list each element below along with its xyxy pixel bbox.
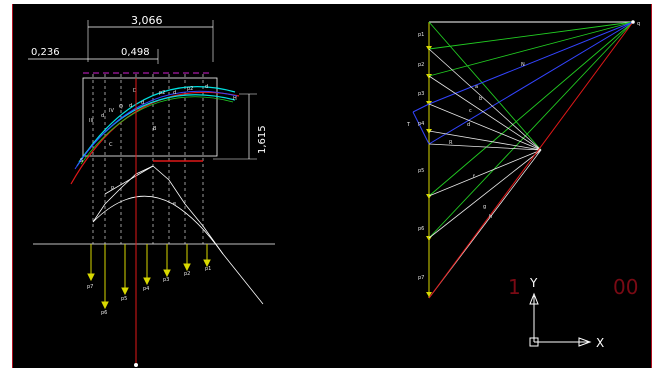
svg-text:c: c: [469, 108, 472, 114]
polygon-label-t: T: [406, 122, 411, 128]
dimension-rise-text: 1,615: [257, 125, 268, 154]
ucs-x-label: X: [596, 336, 604, 350]
dimension-left-offset-text: 0,236: [31, 47, 60, 58]
svg-text:d: d: [205, 84, 208, 90]
svg-text:a: a: [475, 84, 478, 90]
faint-text-left: 1: [508, 275, 521, 299]
svg-text:p5: p5: [418, 168, 424, 174]
svg-text:f: f: [473, 174, 475, 180]
funicular-label-p: P: [111, 186, 114, 192]
polygon-load-labels: p1 p2 p3 p4 p5 p6 p7: [418, 32, 424, 281]
svg-text:d: d: [173, 90, 176, 96]
polygon-label-r: R: [449, 140, 453, 146]
svg-text:IV: IV: [109, 108, 114, 114]
svg-text:h: h: [489, 214, 492, 220]
ucs-icon: Y X: [529, 276, 604, 350]
white-rays: [428, 48, 542, 299]
svg-text:d: d: [101, 113, 104, 119]
arch-frame: [82, 77, 218, 157]
blue-rays: [412, 21, 634, 145]
thrust-line-red: [70, 91, 240, 185]
red-closing-ray: [428, 21, 634, 299]
drawing-canvas[interactable]: 3,066 0,236 0,498: [13, 4, 652, 368]
force-label-p2: p2: [184, 271, 190, 277]
svg-text:C: C: [109, 142, 113, 148]
force-label-p3: p3: [163, 277, 169, 283]
force-label-p1: p1: [205, 266, 211, 272]
svg-text:p2: p2: [159, 90, 165, 96]
arch-centerline: [74, 90, 238, 170]
faint-text-right: 00: [613, 275, 638, 299]
arch-node-labels: S III d IV Q d d p2 d p2 d H D B C: [80, 84, 237, 164]
arch-green-line: [80, 96, 234, 165]
svg-text:b: b: [479, 96, 482, 102]
svg-text:g: g: [483, 204, 486, 210]
svg-text:D: D: [133, 88, 137, 94]
pole-point: [631, 20, 635, 24]
dimension-span-text: 0,498: [121, 47, 150, 58]
force-labels: p7 p6 p5 p4 p3 p2 p1: [87, 266, 211, 316]
force-arrows: [87, 244, 211, 310]
svg-text:Q: Q: [119, 104, 123, 110]
dimension-offsets: 0,236 0,498: [28, 47, 159, 64]
arch-intrados: [78, 94, 236, 163]
svg-text:d: d: [467, 122, 470, 128]
svg-text:p7: p7: [418, 275, 424, 281]
axis-end-point: [134, 363, 138, 367]
force-label-p5: p5: [121, 296, 127, 302]
svg-text:p4: p4: [418, 121, 424, 127]
svg-text:B: B: [153, 126, 157, 132]
svg-text:H: H: [233, 96, 237, 102]
ucs-y-label: Y: [529, 276, 538, 290]
pole-label-q: q: [637, 21, 640, 27]
svg-text:p6: p6: [418, 226, 424, 232]
force-label-p4: p4: [143, 286, 149, 292]
svg-text:p2: p2: [187, 86, 193, 92]
load-lines: [92, 74, 204, 244]
polygon-ray-labels: a b c d f g h: [467, 84, 492, 220]
funicular-label-e: e: [173, 201, 176, 207]
svg-text:S: S: [80, 158, 83, 164]
svg-text:p2: p2: [418, 62, 424, 68]
svg-text:III: III: [89, 118, 93, 124]
svg-text:d: d: [141, 100, 144, 106]
funicular-polygon: [92, 165, 264, 305]
drawing-viewport[interactable]: 3,066 0,236 0,498: [12, 4, 652, 368]
svg-text:d: d: [129, 103, 132, 109]
svg-text:p1: p1: [418, 32, 424, 38]
green-rays: [428, 21, 634, 239]
dimension-rise: 1,615: [213, 93, 268, 160]
polygon-label-n: N: [521, 62, 525, 68]
svg-text:p3: p3: [418, 91, 424, 97]
dimension-overall: 3,066: [87, 14, 214, 62]
dimension-overall-text: 3,066: [131, 14, 163, 27]
force-label-p7: p7: [87, 284, 93, 290]
force-label-p6: p6: [101, 310, 107, 316]
